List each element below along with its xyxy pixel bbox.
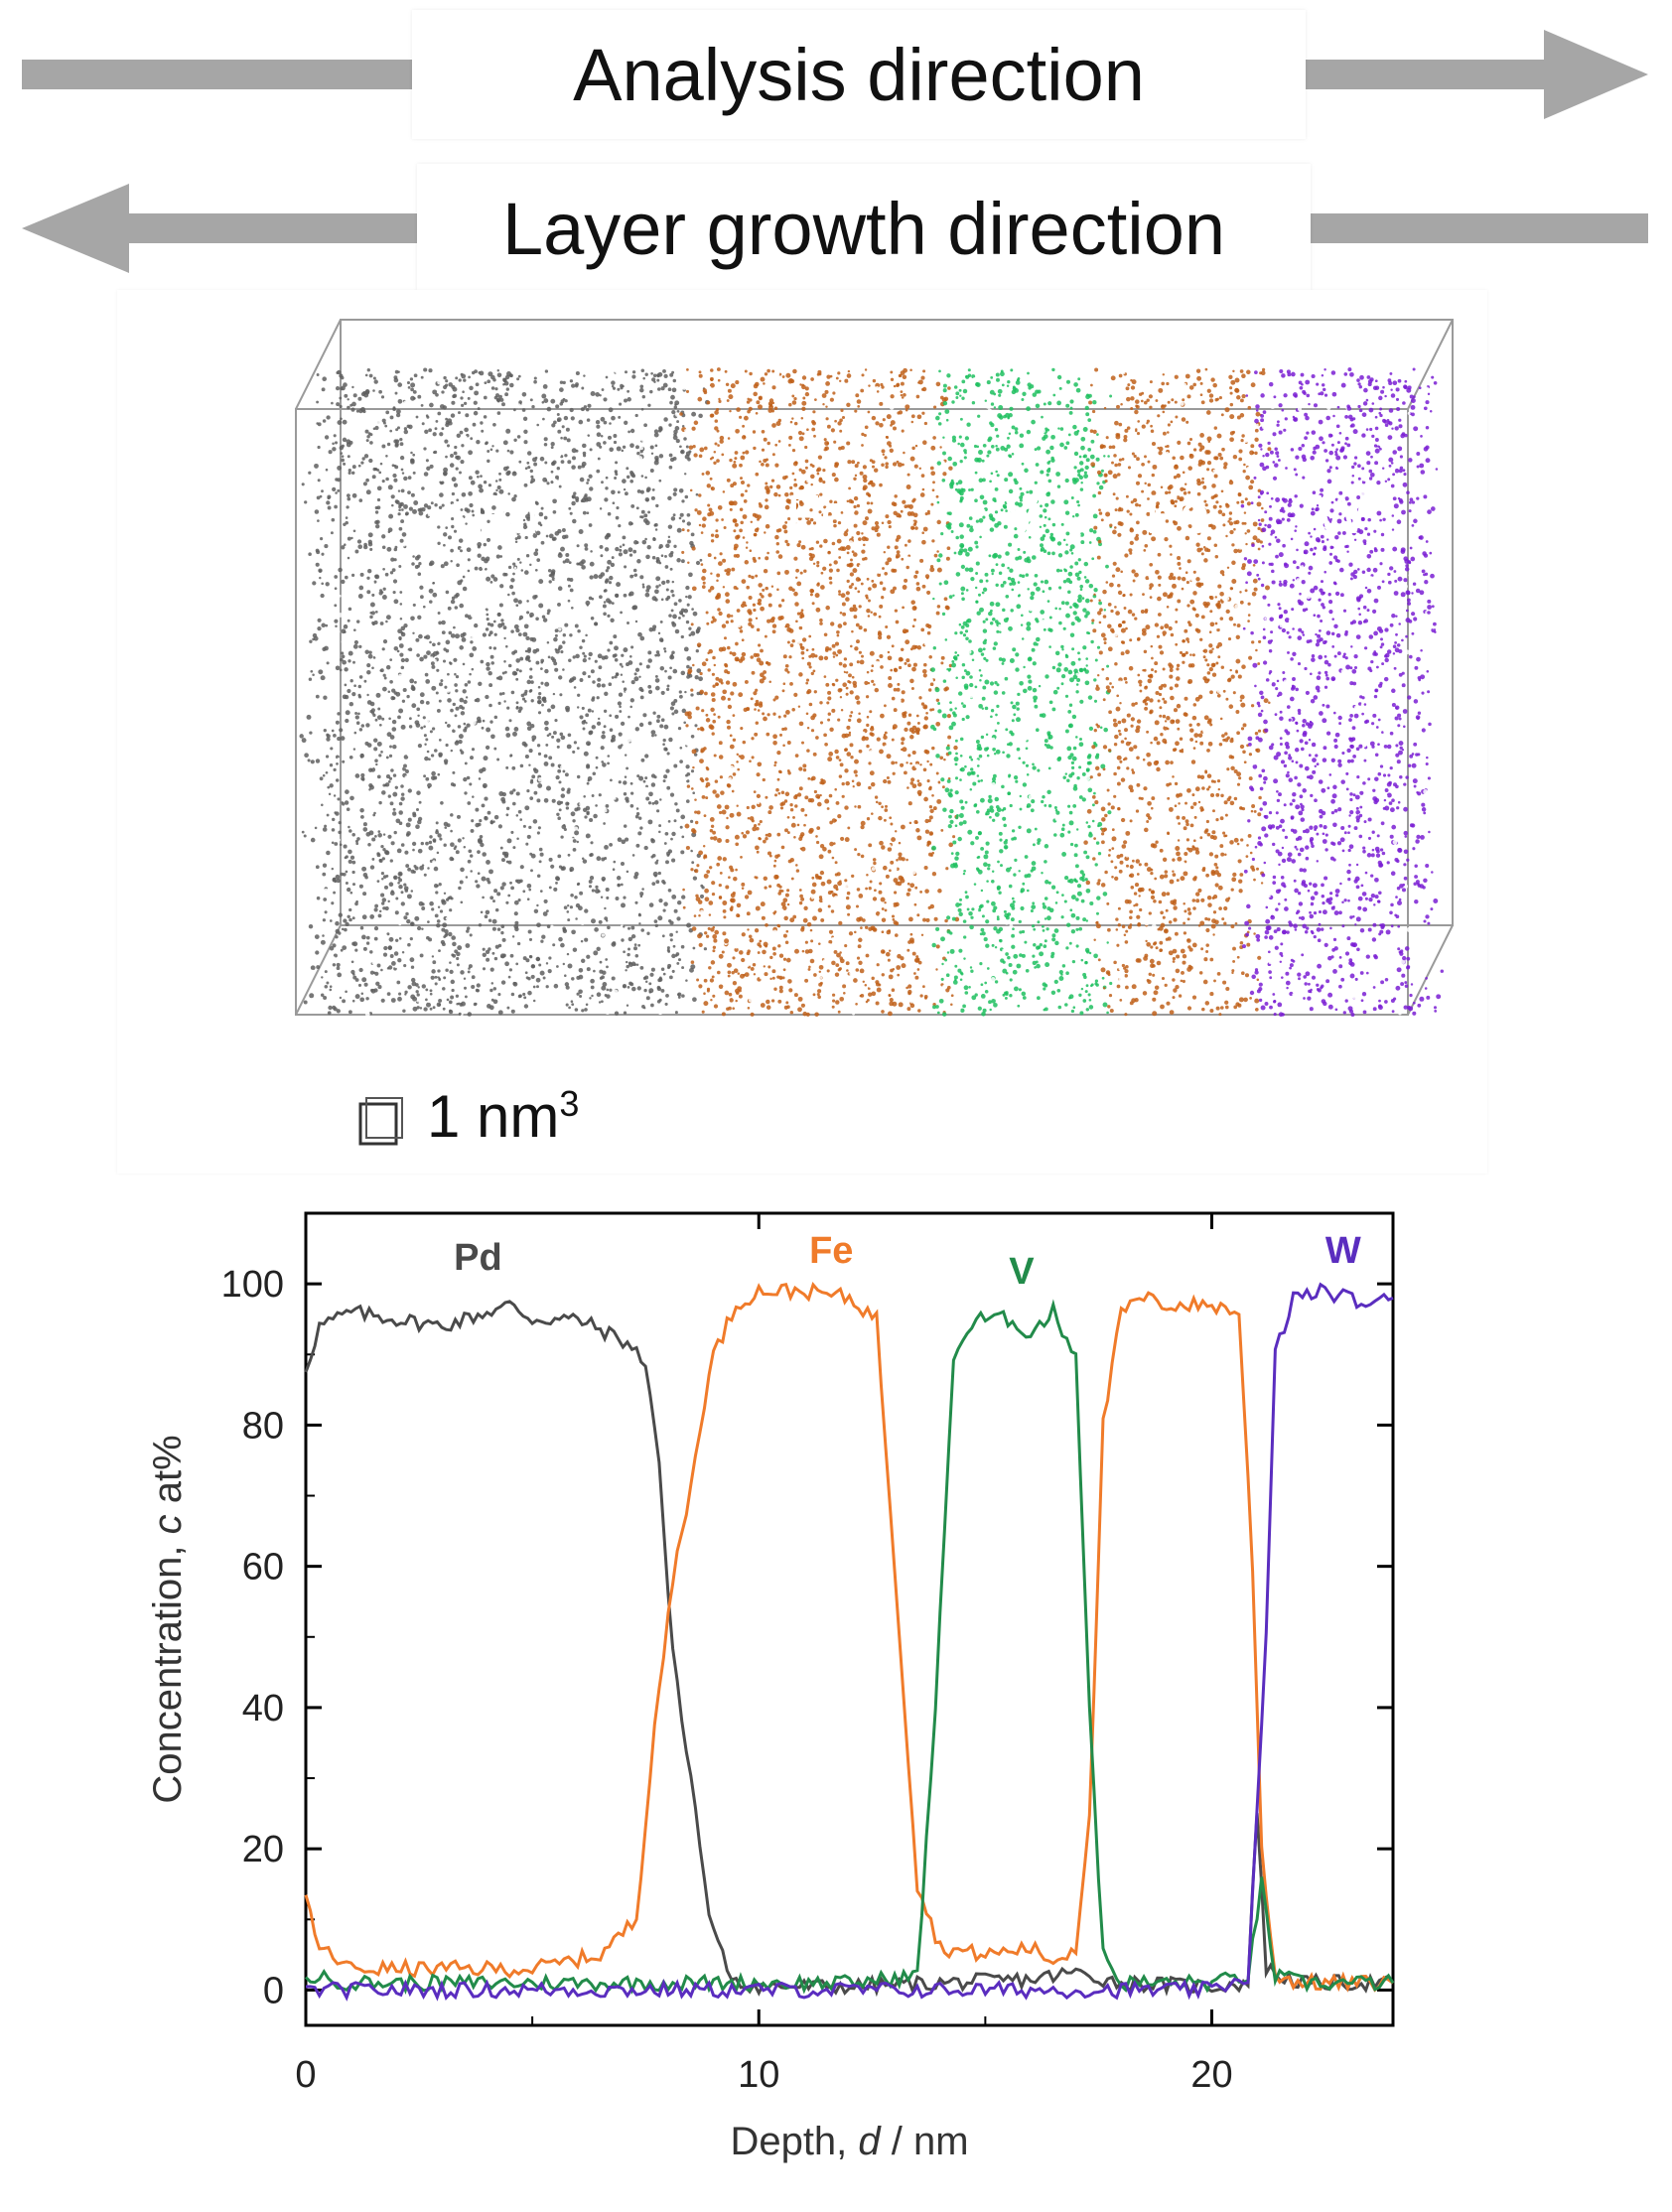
y-tick-label: 80 [242,1405,284,1447]
layer-pd-0 [299,367,709,1017]
x-tick-label: 10 [738,2054,779,2096]
atom-probe-reconstruction: Pd Fe V Fe W [117,290,1487,1174]
layer-label: V [1004,483,1042,545]
scale-exponent: 3 [559,1083,579,1124]
y-axis-label: Concentration, c at% [146,1435,190,1803]
y-tick-label: 20 [242,1829,284,1870]
chart-svg: 0 10 20 0 20 40 60 80 100 Depth, d / nm Concentrat… [0,1191,1672,2207]
layer-fe-1 [679,367,959,1017]
scale-bar-label: 1 nm3 [427,1082,579,1151]
x-tick-label: 20 [1190,2054,1232,2096]
series-line-fe [306,1285,1393,1991]
scale-cube-icon [360,1098,402,1144]
scale-value: 1 nm [427,1083,559,1150]
layer-fe-3 [1083,368,1271,1017]
y-tick-label: 60 [242,1547,284,1589]
reconstruction-graphic: Pd Fe V Fe W [117,290,1487,1174]
plot-frame [306,1213,1393,2025]
series-line-v [306,1305,1393,1991]
layer-growth-direction-row: Layer growth direction [0,164,1672,293]
concentration-profile-chart: 0 10 20 0 20 40 60 80 100 Depth, d / nm Concentrat… [0,1191,1672,2207]
series-label-pd: Pd [454,1237,502,1279]
series-line-pd [306,1302,1393,1994]
layer-growth-direction-label: Layer growth direction [417,164,1311,293]
y-tick-label: 40 [242,1688,284,1729]
series-label-v: V [1009,1251,1035,1293]
x-tick-label: 0 [295,2054,316,2096]
reconstruction-box [296,320,1453,1015]
x-axis-label: Depth, d / nm [730,2120,968,2163]
y-tick-label: 0 [263,1970,284,2011]
analysis-direction-row: Analysis direction [0,10,1672,139]
analysis-direction-label: Analysis direction [412,10,1306,139]
layer-label: W [1316,483,1368,545]
series-label-w: W [1325,1230,1361,1272]
layer-label: Fe [1145,483,1209,545]
layer-w-4 [1241,367,1444,1017]
series-line-w [306,1285,1393,1998]
layer-label: Pd [471,483,539,545]
layer-label: Fe [786,483,851,545]
y-tick-label: 100 [221,1264,284,1306]
series-label-fe: Fe [809,1230,853,1272]
